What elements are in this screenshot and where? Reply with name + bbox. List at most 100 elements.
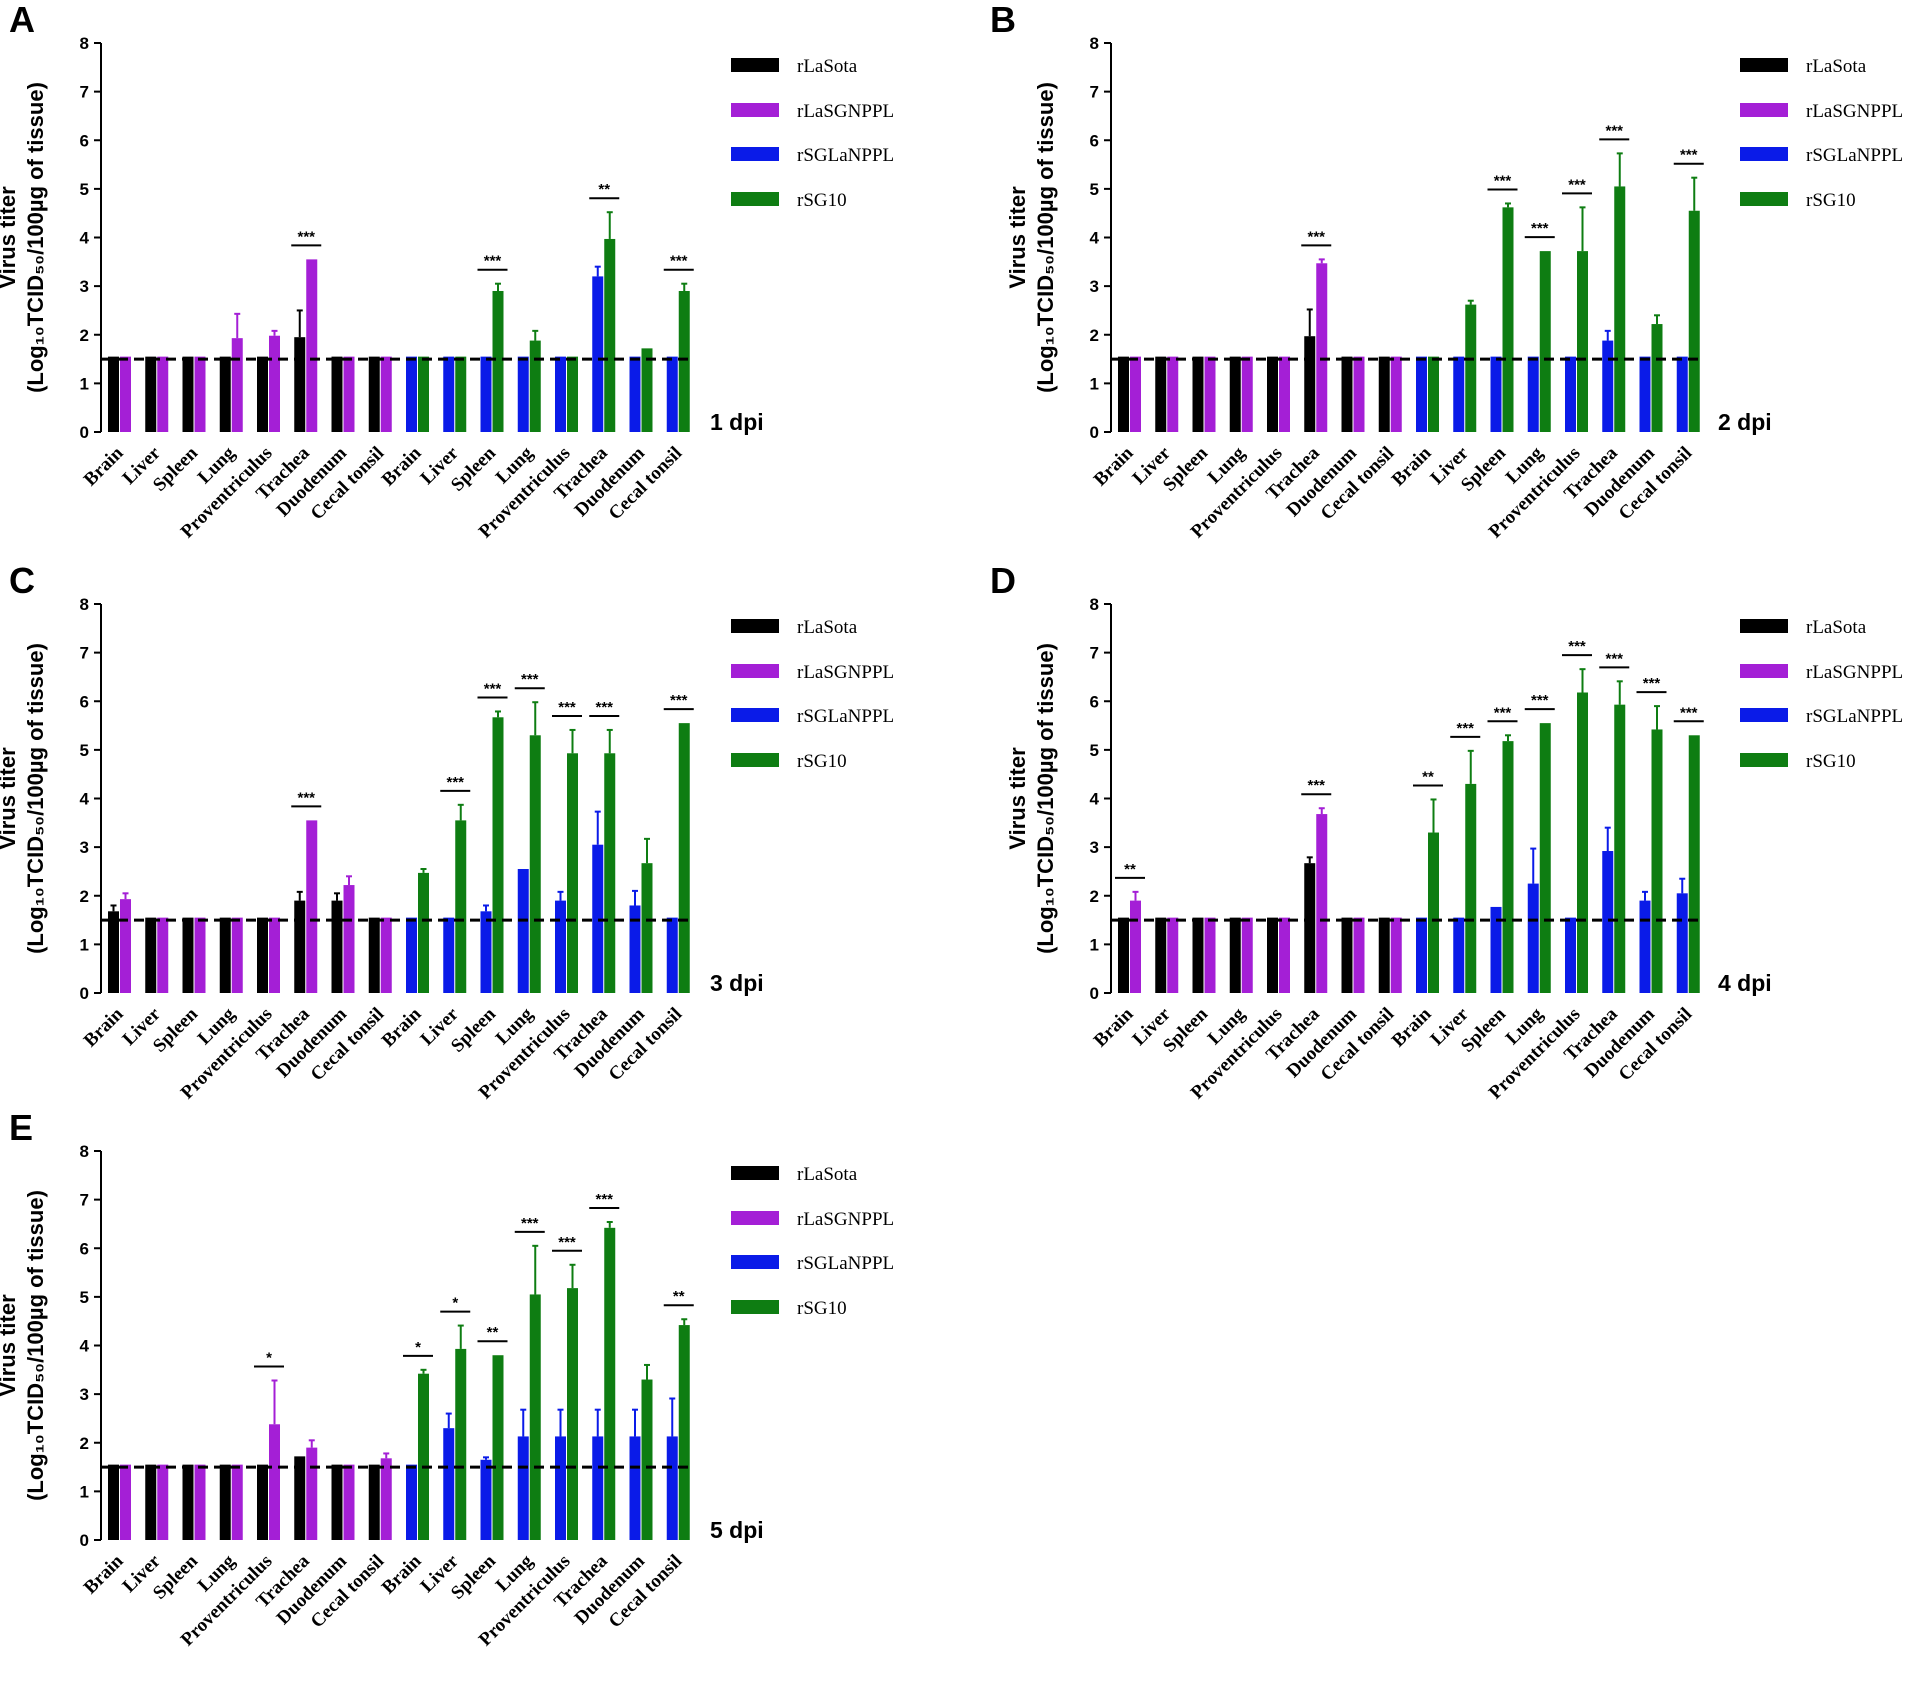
y-tick-label: 2 bbox=[80, 887, 89, 906]
bar bbox=[555, 1436, 566, 1540]
bar bbox=[1390, 917, 1402, 993]
bar bbox=[406, 917, 417, 993]
bar bbox=[678, 1325, 690, 1540]
y-tick-label: 5 bbox=[1090, 180, 1099, 199]
bar bbox=[1416, 356, 1427, 432]
legend-swatch bbox=[731, 147, 779, 161]
bar bbox=[194, 356, 206, 432]
y-tick-label: 2 bbox=[80, 326, 89, 345]
y-tick-label: 0 bbox=[80, 423, 89, 442]
bar bbox=[1577, 251, 1588, 432]
bar bbox=[1118, 356, 1129, 432]
panel-label: A bbox=[9, 0, 35, 40]
bar bbox=[1428, 356, 1439, 432]
legend-label: rLaSota bbox=[797, 1164, 858, 1185]
bar bbox=[1676, 356, 1688, 432]
bar bbox=[666, 1436, 678, 1540]
legend-label: rSGLaNPPL bbox=[1806, 706, 1903, 727]
y-tick-label: 3 bbox=[80, 277, 89, 296]
bar bbox=[1353, 356, 1365, 432]
bar bbox=[306, 820, 318, 993]
bar bbox=[145, 356, 157, 432]
y-axis-title: Virus titer bbox=[0, 186, 20, 289]
bar bbox=[1465, 304, 1477, 432]
bar bbox=[331, 900, 343, 993]
bar bbox=[1614, 704, 1626, 993]
bar bbox=[641, 863, 653, 993]
bar bbox=[1167, 356, 1179, 432]
bar bbox=[480, 356, 492, 432]
bar bbox=[368, 917, 380, 993]
significance-label: *** bbox=[1680, 704, 1698, 721]
bar bbox=[1453, 356, 1465, 432]
bar bbox=[343, 1464, 355, 1540]
legend-label: rLaSota bbox=[1806, 617, 1867, 638]
bar bbox=[219, 917, 231, 993]
bar bbox=[231, 1464, 243, 1540]
x-tick-label: Brain bbox=[80, 1003, 128, 1051]
bar bbox=[1651, 729, 1663, 993]
y-tick-label: 6 bbox=[1090, 692, 1099, 711]
y-axis-title: Virus titer bbox=[0, 747, 20, 850]
legend-label: rSG10 bbox=[797, 1298, 847, 1319]
y-tick-label: 5 bbox=[80, 1288, 89, 1307]
bar bbox=[529, 735, 541, 993]
y-tick-label: 7 bbox=[80, 644, 89, 663]
bar bbox=[1118, 917, 1129, 993]
bar bbox=[1279, 917, 1290, 993]
bar bbox=[1539, 251, 1551, 432]
bar bbox=[108, 356, 119, 432]
panel-a: A Virus titer (Log₁₀TCID₅₀/100µg of tissue… bbox=[0, 0, 894, 542]
bar bbox=[492, 1355, 504, 1540]
bar bbox=[1229, 356, 1241, 432]
bar bbox=[1130, 356, 1141, 432]
bar bbox=[629, 1436, 641, 1540]
legend-swatch bbox=[731, 708, 779, 722]
legend-swatch bbox=[731, 753, 779, 767]
bar bbox=[1204, 917, 1216, 993]
y-tick-label: 8 bbox=[1090, 34, 1099, 53]
legend-label: rLaSGNPPL bbox=[797, 101, 894, 122]
legend-swatch bbox=[731, 1300, 779, 1314]
bar bbox=[294, 1456, 306, 1540]
bar bbox=[343, 356, 355, 432]
bar bbox=[406, 356, 417, 432]
x-tick-label: Brain bbox=[378, 1550, 426, 1598]
bar bbox=[480, 911, 492, 993]
significance-label: *** bbox=[1680, 147, 1698, 164]
legend-swatch bbox=[731, 103, 779, 117]
bar bbox=[666, 356, 678, 432]
y-tick-label: 6 bbox=[80, 131, 89, 150]
bar bbox=[455, 356, 467, 432]
y-tick-label: 8 bbox=[80, 34, 89, 53]
bar bbox=[1241, 356, 1253, 432]
y-tick-label: 4 bbox=[80, 1337, 90, 1356]
y-tick-label: 6 bbox=[80, 692, 89, 711]
legend-swatch bbox=[731, 664, 779, 678]
bar bbox=[331, 1464, 343, 1540]
y-tick-label: 6 bbox=[80, 1239, 89, 1258]
bar bbox=[529, 1294, 541, 1540]
bar bbox=[1565, 917, 1576, 993]
y-axis-subtitle: (Log₁₀TCID₅₀/100µg of tissue) bbox=[1033, 643, 1058, 954]
bar bbox=[269, 1424, 280, 1540]
panel-d: D Virus titer (Log₁₀TCID₅₀/100µg of tissue… bbox=[990, 560, 1903, 1103]
bar bbox=[1167, 917, 1179, 993]
bar bbox=[219, 356, 231, 432]
y-tick-label: 4 bbox=[80, 790, 90, 809]
bar bbox=[678, 290, 690, 432]
significance-label: *** bbox=[521, 1215, 539, 1232]
bar bbox=[567, 753, 578, 993]
bar bbox=[529, 340, 541, 432]
bar bbox=[1267, 917, 1278, 993]
significance-label: *** bbox=[1531, 692, 1549, 709]
significance-label: *** bbox=[558, 1234, 576, 1251]
bar bbox=[1155, 917, 1167, 993]
bar bbox=[1565, 356, 1576, 432]
y-tick-label: 8 bbox=[80, 1142, 89, 1161]
bar bbox=[1502, 741, 1514, 993]
bar bbox=[1341, 356, 1353, 432]
bar bbox=[1651, 324, 1663, 432]
bar bbox=[120, 1464, 131, 1540]
legend-swatch bbox=[731, 1166, 779, 1180]
